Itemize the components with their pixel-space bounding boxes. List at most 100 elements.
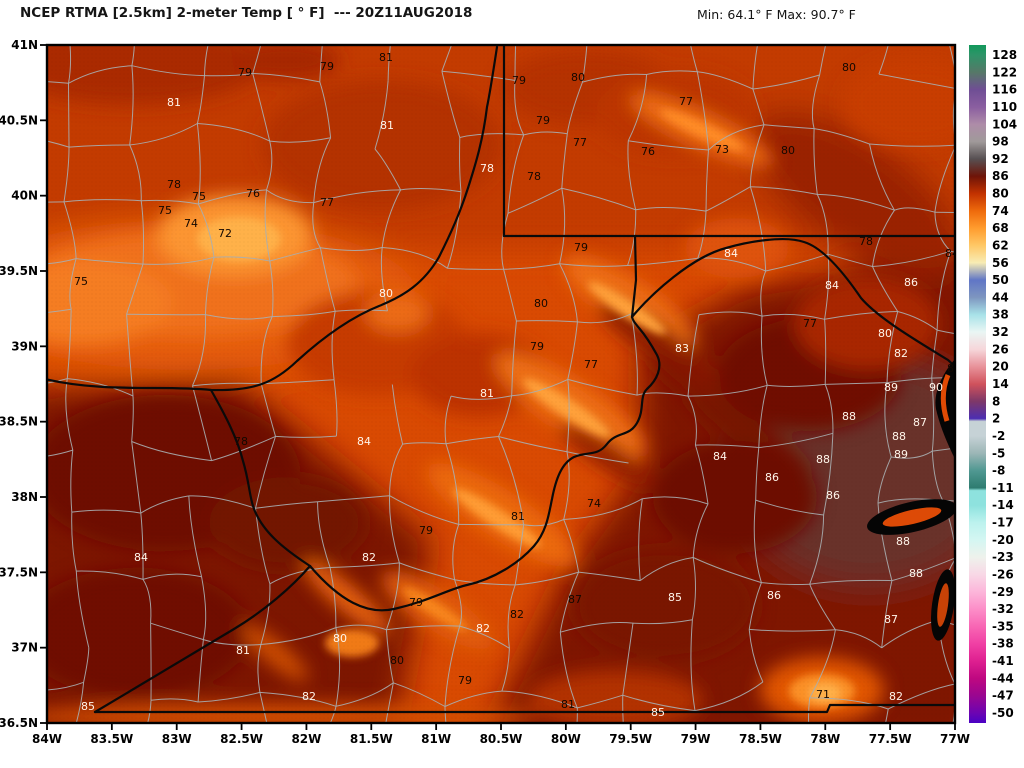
county-line: [271, 1, 327, 3]
county-line: [878, 45, 889, 75]
county-line: [931, 330, 938, 379]
county-line: [817, 762, 830, 768]
county-line: [452, 524, 460, 580]
county-line: [627, 257, 698, 266]
county-line: [402, 442, 447, 445]
county-line: [318, 747, 381, 752]
county-line: [196, 123, 201, 205]
county-line: [47, 258, 77, 265]
county-line: [808, 697, 811, 723]
temp-label: 87: [947, 362, 961, 375]
colorbar-tick-label: -26: [992, 567, 1014, 581]
longitude-axis: 84W 83.5W 83W 82.5W 82W 81.5W 81W 80.5W 80W 79.5W…: [32, 732, 970, 746]
county-line: [329, 706, 337, 723]
county-line: [694, 681, 764, 712]
county-line: [942, 499, 955, 502]
county-line: [335, 309, 388, 312]
county-line: [646, 70, 698, 75]
county-line: [454, 579, 462, 627]
lon-axis-label: 83.5W: [90, 732, 133, 746]
county-line: [881, 580, 893, 648]
colorbar-tick-label: 20: [992, 360, 1009, 374]
county-line: [269, 247, 321, 262]
county-line: [886, 311, 899, 383]
county-line: [188, 495, 256, 509]
county-line: [559, 188, 566, 264]
lon-axis-label: 77.5W: [869, 732, 912, 746]
lat-axis-label: 39.5N: [0, 264, 38, 278]
county-line: [687, 384, 768, 397]
county-line: [150, 622, 204, 641]
temp-label: 81: [236, 644, 250, 657]
temp-label: 84: [357, 435, 371, 448]
temp-label: 81: [511, 510, 525, 523]
temp-label: 82: [510, 608, 524, 621]
county-line: [131, 395, 134, 442]
county-line: [140, 495, 189, 514]
temp-label: 80: [333, 632, 347, 645]
county-line: [931, 378, 935, 452]
state-border-tug-fork: [209, 388, 312, 568]
county-line: [76, 570, 144, 580]
county-line: [70, 450, 74, 513]
temp-label: 79: [320, 60, 334, 73]
county-line: [381, 747, 449, 753]
county-line: [63, 201, 77, 259]
county-line: [312, 202, 321, 249]
potomac-estuary-water: [940, 374, 951, 422]
county-line: [514, 524, 525, 585]
county-line: [335, 627, 341, 707]
county-line: [936, 329, 955, 335]
stipple-texture: [47, 45, 955, 723]
county-line: [446, 191, 462, 269]
county-line: [817, 193, 895, 211]
county-line: [763, 124, 815, 130]
colorbar-tick-label: 38: [992, 308, 1009, 322]
county-line: [252, 73, 320, 83]
colorbar-tick-label: 2: [992, 412, 1000, 426]
county-line: [559, 263, 578, 322]
county-line: [385, 682, 394, 723]
county-line: [331, 311, 336, 380]
county-line: [64, 751, 68, 768]
county-line: [628, 140, 709, 151]
county-line: [319, 247, 336, 312]
county-line: [934, 146, 955, 213]
temp-label: 71: [816, 688, 830, 701]
county-line: [198, 189, 267, 205]
county-line: [566, 451, 629, 464]
colorbar: [969, 45, 986, 723]
county-line: [129, 65, 134, 146]
temp-label: 87: [913, 416, 927, 429]
county-line: [459, 133, 524, 138]
temp-label: 85: [651, 706, 665, 719]
county-line: [498, 436, 568, 453]
county-line: [67, 378, 134, 397]
colorbar-tick-label: 56: [992, 256, 1009, 270]
county-line: [47, 449, 73, 457]
temp-label: 77: [320, 196, 334, 209]
lat-axis-label: 38.5N: [0, 415, 38, 429]
county-line: [257, 644, 262, 693]
county-line: [516, 320, 578, 323]
county-line: [68, 65, 132, 84]
colorbar-tick-label: 50: [992, 273, 1009, 287]
temp-label: 79: [238, 66, 252, 79]
county-line: [760, 270, 767, 317]
county-line: [140, 513, 144, 580]
temp-label: 80: [842, 61, 856, 74]
county-line: [71, 512, 77, 572]
county-line: [760, 316, 768, 386]
colorbar-tick-label: 62: [992, 238, 1009, 252]
county-line: [511, 320, 517, 396]
county-line: [869, 143, 955, 147]
county-line: [330, 562, 400, 568]
county-line: [697, 257, 766, 272]
county-line: [129, 144, 142, 201]
colorbar-tick-label: -32: [992, 602, 1014, 616]
county-line: [134, 753, 201, 756]
county-line: [627, 74, 648, 141]
county-line: [83, 647, 90, 683]
temp-label: 82: [302, 690, 316, 703]
colorbar-tick-label: -11: [992, 481, 1014, 495]
